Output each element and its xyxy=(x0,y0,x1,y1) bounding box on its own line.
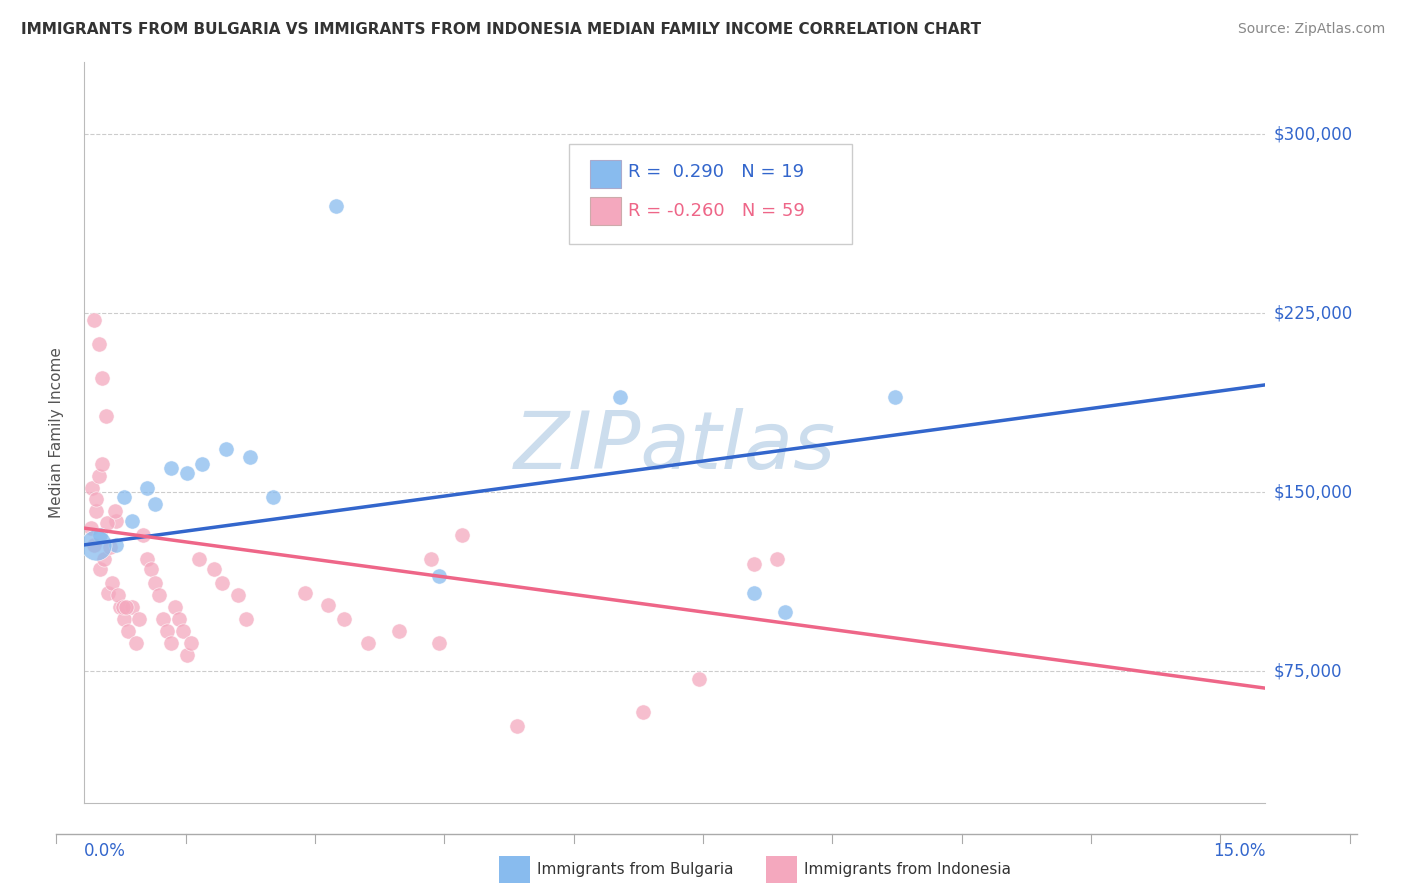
Point xyxy=(180,636,202,650)
Point xyxy=(89,528,111,542)
Point xyxy=(136,481,159,495)
Text: R = -0.260   N = 59: R = -0.260 N = 59 xyxy=(627,202,804,219)
Point xyxy=(235,612,257,626)
Point xyxy=(96,409,118,423)
Text: $150,000: $150,000 xyxy=(1274,483,1353,501)
Point xyxy=(427,636,450,650)
Text: $300,000: $300,000 xyxy=(1274,125,1353,143)
Point xyxy=(83,313,105,327)
Point xyxy=(128,612,150,626)
Point xyxy=(294,585,316,599)
Point xyxy=(742,557,765,571)
Point xyxy=(766,552,789,566)
Text: Immigrants from Indonesia: Immigrants from Indonesia xyxy=(804,863,1011,877)
Text: 0.0%: 0.0% xyxy=(84,842,127,860)
Point xyxy=(121,514,143,528)
Point xyxy=(104,538,127,552)
Point xyxy=(688,672,710,686)
Point xyxy=(91,457,114,471)
Point xyxy=(148,588,170,602)
Point xyxy=(152,612,174,626)
Point xyxy=(318,598,340,612)
Text: $225,000: $225,000 xyxy=(1274,304,1353,322)
Point xyxy=(143,497,166,511)
Point xyxy=(83,538,105,552)
Point xyxy=(141,562,163,576)
Text: $75,000: $75,000 xyxy=(1274,663,1343,681)
Point xyxy=(156,624,179,638)
Text: Source: ZipAtlas.com: Source: ZipAtlas.com xyxy=(1237,22,1385,37)
Point xyxy=(451,528,474,542)
Point xyxy=(160,636,183,650)
Point xyxy=(132,528,155,542)
FancyBboxPatch shape xyxy=(591,161,620,188)
Point xyxy=(262,490,284,504)
Point xyxy=(108,599,131,614)
Point xyxy=(89,468,111,483)
FancyBboxPatch shape xyxy=(568,144,852,244)
Point xyxy=(187,552,209,566)
Point xyxy=(143,576,166,591)
Point xyxy=(325,199,347,213)
Point xyxy=(104,514,127,528)
Point xyxy=(419,552,441,566)
Point xyxy=(82,481,104,495)
Point xyxy=(117,624,139,638)
Point xyxy=(84,504,107,518)
Point xyxy=(773,605,796,619)
Point xyxy=(609,390,631,404)
Point xyxy=(163,599,186,614)
Point xyxy=(112,490,135,504)
Point xyxy=(98,541,121,555)
Point xyxy=(93,552,115,566)
Point xyxy=(633,705,655,719)
Point xyxy=(101,576,124,591)
FancyBboxPatch shape xyxy=(591,197,620,226)
Point xyxy=(111,599,134,614)
Point xyxy=(333,612,356,626)
Point xyxy=(84,492,107,507)
Text: IMMIGRANTS FROM BULGARIA VS IMMIGRANTS FROM INDONESIA MEDIAN FAMILY INCOME CORRE: IMMIGRANTS FROM BULGARIA VS IMMIGRANTS F… xyxy=(21,22,981,37)
Point xyxy=(84,538,107,552)
Point xyxy=(167,612,190,626)
Point xyxy=(388,624,411,638)
Point xyxy=(121,599,143,614)
Point xyxy=(107,588,129,602)
Point xyxy=(115,599,138,614)
Point xyxy=(202,562,225,576)
Point xyxy=(87,337,110,351)
Point xyxy=(742,585,765,599)
Point xyxy=(89,562,111,576)
Y-axis label: Median Family Income: Median Family Income xyxy=(49,347,63,518)
Point xyxy=(191,457,214,471)
Point xyxy=(506,719,529,733)
Point xyxy=(90,370,112,384)
Point xyxy=(226,588,249,602)
Text: Immigrants from Bulgaria: Immigrants from Bulgaria xyxy=(537,863,734,877)
Point xyxy=(427,569,450,583)
Point xyxy=(79,521,101,535)
Point xyxy=(215,442,238,457)
Text: ZIPatlas: ZIPatlas xyxy=(513,409,837,486)
Point xyxy=(172,624,194,638)
Point xyxy=(112,612,135,626)
Point xyxy=(884,390,907,404)
Text: 15.0%: 15.0% xyxy=(1213,842,1265,860)
Point xyxy=(97,585,120,599)
Text: R =  0.290   N = 19: R = 0.290 N = 19 xyxy=(627,163,804,181)
Point xyxy=(357,636,380,650)
Point xyxy=(211,576,233,591)
Point xyxy=(160,461,183,475)
Point xyxy=(176,467,198,481)
Point xyxy=(124,636,146,650)
Point xyxy=(136,552,159,566)
Point xyxy=(176,648,198,662)
Point xyxy=(96,516,118,531)
Point xyxy=(104,504,127,518)
Point xyxy=(239,450,262,464)
